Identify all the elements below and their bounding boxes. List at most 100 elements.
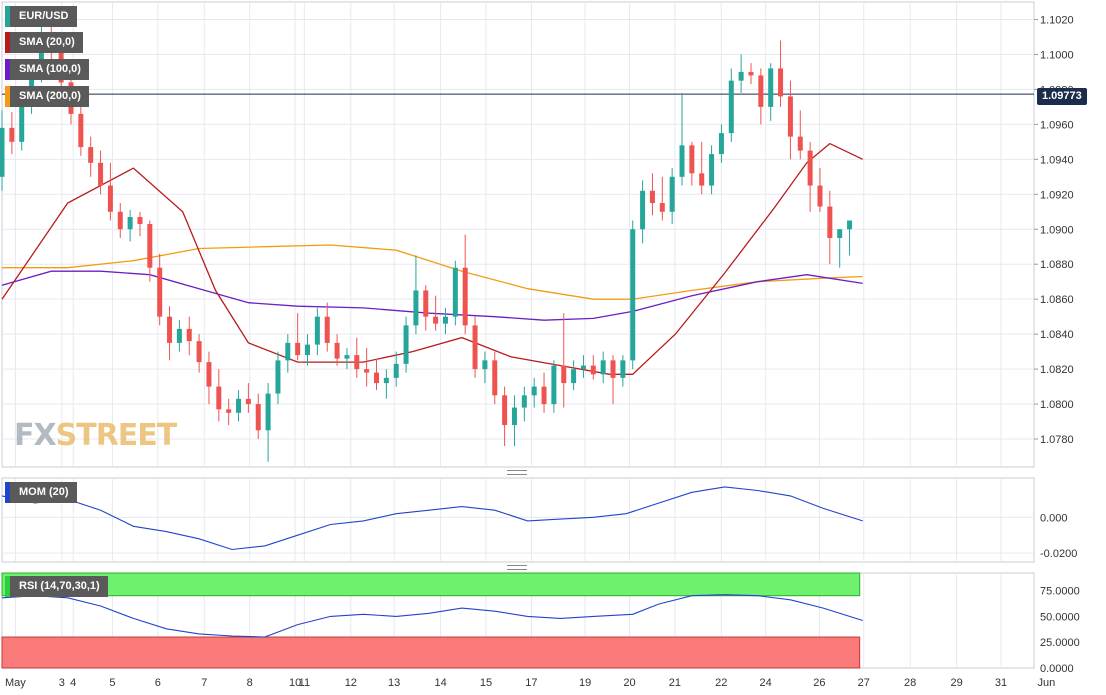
- candle-body: [186, 328, 192, 342]
- rsi-tick-label: 50.0000: [1040, 611, 1080, 623]
- candle-body: [511, 407, 517, 426]
- legend-eurusd[interactable]: EUR/USD: [5, 6, 77, 27]
- candlestick-series: [0, 15, 853, 462]
- x-tick-label: 5: [109, 677, 115, 689]
- x-tick-label: 22: [715, 677, 727, 689]
- candle-body: [718, 133, 724, 155]
- x-tick-label: May: [5, 677, 26, 689]
- candle-body: [590, 365, 596, 375]
- candle-body: [305, 344, 311, 356]
- candle-body: [127, 217, 133, 230]
- candle-body: [137, 217, 143, 225]
- x-tick-label: 4: [70, 677, 76, 689]
- candle-body: [196, 341, 202, 363]
- legend-sma100[interactable]: SMA (100,0): [5, 59, 89, 80]
- candle-body: [817, 185, 823, 207]
- x-tick-label: 19: [579, 677, 591, 689]
- legend-sma20[interactable]: SMA (20,0): [5, 32, 83, 53]
- x-tick-label: 6: [155, 677, 161, 689]
- candle-body: [9, 127, 15, 142]
- legend-mom[interactable]: MOM (20): [5, 482, 77, 503]
- candle-body: [482, 360, 488, 370]
- last-price-badge: 1.09773: [1037, 88, 1087, 105]
- candle-body: [452, 267, 458, 317]
- pane-border: [1, 477, 1035, 563]
- fxstreet-logo: FXSTREET: [14, 418, 177, 453]
- y-tick-label: 1.0800: [1040, 399, 1074, 411]
- legend-label-mom: MOM (20): [19, 486, 69, 498]
- legend-label-sma20: SMA (20,0): [19, 36, 75, 48]
- x-tick-label: 17: [525, 677, 537, 689]
- candle-body: [226, 409, 232, 413]
- x-tick-label: 7: [201, 677, 207, 689]
- candle-body: [88, 147, 94, 163]
- candle-body: [403, 325, 409, 364]
- legend-swatch-sma100: [5, 59, 10, 80]
- candle-body: [285, 342, 291, 361]
- legend-label-eurusd: EUR/USD: [19, 10, 69, 22]
- candle-body: [236, 398, 242, 413]
- candle-body: [787, 96, 793, 137]
- candle-body: [117, 211, 123, 230]
- x-tick-label: 15: [480, 677, 492, 689]
- candle-body: [334, 342, 340, 359]
- candle-body: [492, 360, 498, 396]
- candle-body: [521, 395, 527, 408]
- candle-body: [738, 71, 744, 81]
- y-tick-label: 1.0840: [1040, 329, 1074, 341]
- candle-body: [748, 71, 754, 76]
- legend-sma200[interactable]: SMA (200,0): [5, 86, 89, 107]
- candle-body: [502, 395, 508, 426]
- legend-label-sma100: SMA (100,0): [19, 63, 81, 75]
- candle-body: [265, 393, 271, 431]
- candle-body: [107, 185, 113, 212]
- candle-body: [649, 190, 655, 204]
- candle-body: [669, 176, 675, 212]
- rsi-line: [1, 594, 863, 638]
- x-tick-label: 26: [813, 677, 825, 689]
- candle-body: [423, 290, 429, 317]
- candle-body: [393, 363, 399, 378]
- x-tick-label: 27: [858, 677, 870, 689]
- sma100-line: [1, 270, 863, 321]
- candle-body: [561, 365, 567, 384]
- y-tick-label: 1.0920: [1040, 189, 1074, 201]
- candle-body: [758, 75, 764, 107]
- candle-body: [19, 103, 25, 142]
- candle-body: [580, 365, 586, 370]
- candle-body: [373, 372, 379, 384]
- candle-body: [245, 398, 251, 405]
- pane-resize-handle-mom[interactable]: [507, 565, 527, 570]
- rsi-oversold-zone: [1, 636, 861, 669]
- mom-tick-label: 0.000: [1040, 512, 1068, 524]
- rsi-tick-label: 25.0000: [1040, 637, 1080, 649]
- legend-swatch-sma20: [5, 32, 10, 53]
- pane-resize-handle-main[interactable]: [507, 470, 527, 475]
- y-tick-label: 1.0900: [1040, 224, 1074, 236]
- sma20-line: [1, 142, 863, 375]
- x-tick-label: 21: [669, 677, 681, 689]
- x-tick-label: 12: [345, 677, 357, 689]
- x-tick-label: 29: [950, 677, 962, 689]
- x-tick-label: 24: [760, 677, 772, 689]
- candle-body: [383, 377, 389, 384]
- candle-body: [176, 328, 182, 343]
- candle-body: [699, 173, 705, 186]
- candle-body: [630, 229, 636, 361]
- mom-tick-label: -0.0200: [1040, 548, 1077, 560]
- candle-body: [314, 316, 320, 345]
- candle-body: [78, 113, 84, 148]
- candle-body: [157, 267, 163, 317]
- legend-rsi[interactable]: RSI (14,70,30,1): [5, 576, 108, 597]
- candle-body: [778, 68, 784, 97]
- candle-body: [689, 145, 695, 174]
- candle-body: [797, 136, 803, 151]
- x-tick-label: Jun: [1038, 677, 1056, 689]
- candle-body: [709, 154, 715, 186]
- candle-body: [610, 360, 616, 378]
- x-tick-label: 8: [247, 677, 253, 689]
- candle-body: [433, 316, 439, 324]
- candle-body: [255, 404, 261, 431]
- candle-body: [147, 224, 153, 268]
